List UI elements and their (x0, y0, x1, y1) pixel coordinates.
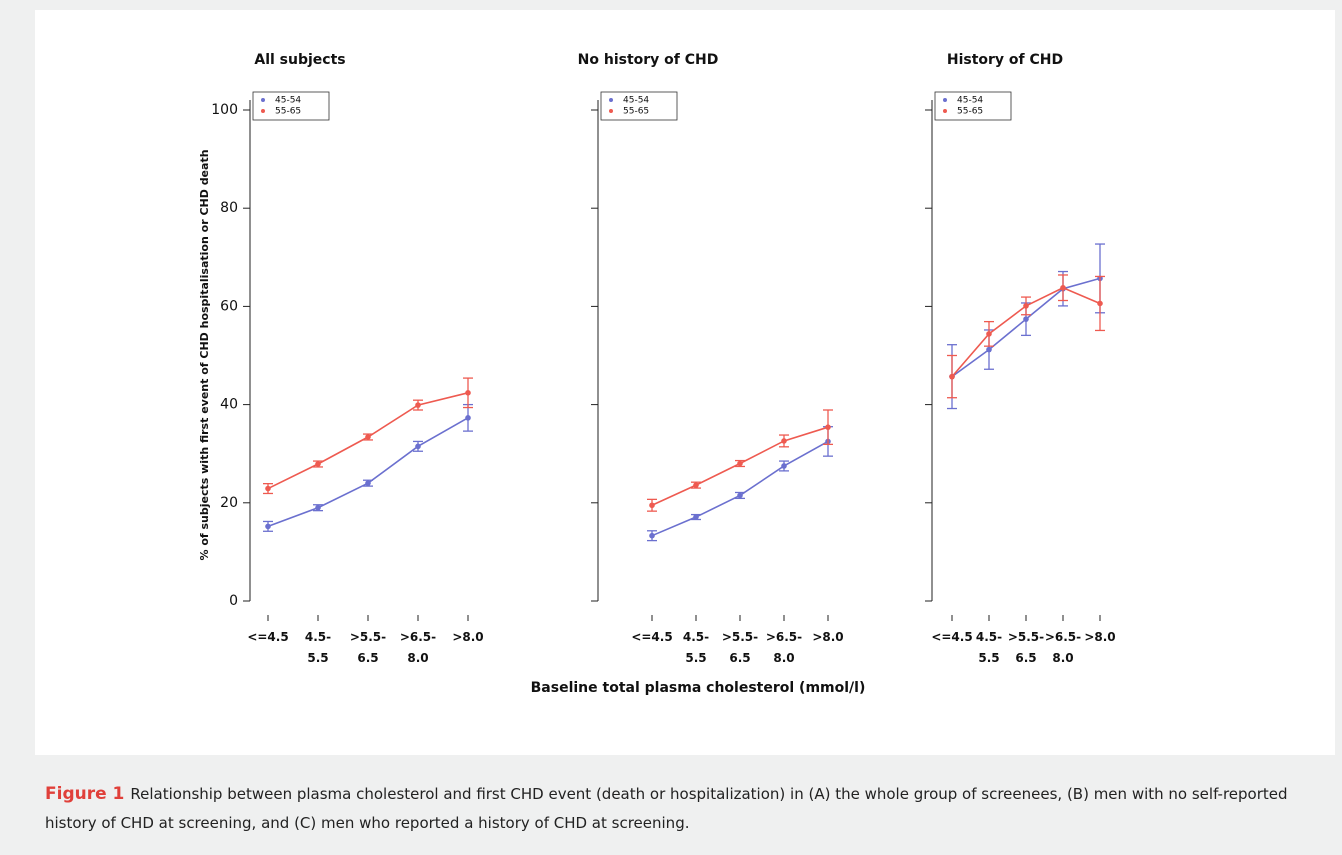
x-tick-label: >5.5-6.5 (722, 630, 758, 665)
point (365, 480, 371, 486)
point (1023, 303, 1029, 309)
x-tick-label: <=4.5 (631, 630, 672, 644)
point (737, 492, 743, 499)
legend-label: 55-65 (275, 107, 301, 117)
point (315, 461, 321, 467)
x-tick-label: >8.0 (452, 630, 483, 644)
y-tick-label: 80 (220, 200, 238, 216)
legend-label: 45-54 (623, 96, 649, 106)
x-tick-label: 4.5-5.5 (976, 630, 1002, 665)
x-tick-label: <=4.5 (931, 630, 972, 644)
point (465, 415, 471, 421)
legend-box (934, 91, 1012, 121)
panel-title: No history of CHD (578, 52, 719, 68)
x-axis-label: Baseline total plasma cholesterol (mmol/… (531, 680, 866, 696)
figure: % of subjects with first event of CHD ho… (35, 10, 1335, 755)
caption-label: Figure 1 (45, 784, 125, 804)
point (737, 460, 743, 467)
panel-title: All subjects (254, 52, 345, 68)
caption-text: Relationship between plasma cholesterol … (45, 785, 1288, 832)
point (825, 424, 831, 430)
legend-marker (609, 109, 613, 113)
point (693, 482, 699, 488)
legend-box (600, 91, 678, 121)
point (781, 438, 787, 444)
legend-label: 55-65 (957, 107, 983, 117)
point (781, 463, 787, 469)
x-tick-label: >8.0 (812, 630, 843, 644)
point (315, 504, 321, 511)
point (986, 331, 992, 337)
y-tick-label: 20 (220, 495, 238, 511)
x-tick-label: <=4.5 (247, 630, 288, 644)
x-tick-label: 4.5-5.5 (305, 630, 331, 665)
x-tick-label: >6.5-8.0 (400, 630, 436, 665)
x-tick-label: >6.5-8.0 (766, 630, 802, 665)
y-tick-label: 40 (220, 397, 238, 413)
legend-marker (609, 98, 613, 102)
legend-marker (261, 98, 265, 102)
legend-box (252, 91, 330, 121)
x-tick-label: >5.5-6.5 (350, 630, 386, 665)
x-tick-label: >5.5-6.5 (1008, 630, 1044, 665)
legend-marker (943, 109, 947, 113)
point (365, 434, 371, 440)
x-tick-label: >6.5-8.0 (1045, 630, 1081, 665)
point (265, 523, 271, 530)
point (415, 402, 421, 408)
caption: Figure 1 Relationship between plasma chol… (45, 780, 1315, 838)
x-tick-label: 4.5-5.5 (683, 630, 709, 665)
legend-label: 45-54 (275, 96, 301, 106)
figure-background (35, 10, 1335, 755)
point (1023, 316, 1029, 322)
point (649, 532, 655, 539)
legend-marker (261, 109, 265, 113)
panel-title: History of CHD (947, 52, 1063, 68)
legend-marker (943, 98, 947, 102)
point (949, 373, 955, 380)
point (415, 443, 421, 450)
point (693, 514, 699, 520)
legend-label: 55-65 (623, 107, 649, 117)
x-tick-label: >8.0 (1084, 630, 1115, 644)
point (1097, 300, 1103, 307)
point (649, 502, 655, 509)
y-tick-label: 60 (220, 298, 238, 314)
y-tick-label: 100 (211, 102, 238, 118)
point (265, 485, 271, 492)
y-axis-label: % of subjects with first event of CHD ho… (198, 149, 211, 560)
y-tick-label: 0 (229, 593, 238, 609)
legend-label: 45-54 (957, 96, 983, 106)
point (465, 390, 471, 396)
point (986, 346, 992, 353)
point (1060, 284, 1066, 291)
